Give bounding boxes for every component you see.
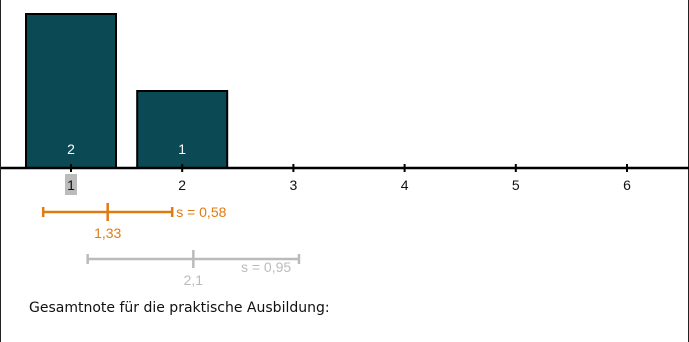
x-tick-label-1: 1 xyxy=(67,177,75,193)
sd-label: s = 0,58 xyxy=(176,204,226,220)
x-tick-label-2: 2 xyxy=(178,177,186,193)
stat-indicator-1: 1,33 s = 0,58 xyxy=(41,203,227,241)
sd-label: s = 0,95 xyxy=(241,259,291,275)
bar-value-label-2: 1 xyxy=(178,141,186,157)
bar-2 xyxy=(136,90,229,169)
x-tick-label-3: 3 xyxy=(290,177,298,193)
x-tick-label-5: 5 xyxy=(512,177,520,193)
x-tick-label-4: 4 xyxy=(401,177,409,193)
stat-indicator-2: 2,1 s = 0,95 xyxy=(86,250,301,288)
bar-value-label-1: 2 xyxy=(67,141,75,157)
x-tick-label-6: 6 xyxy=(623,177,631,193)
mean-label: 2,1 xyxy=(184,272,204,288)
mean-label: 1,33 xyxy=(94,225,121,241)
section-caption: Gesamtnote für die praktische Ausbildung… xyxy=(29,300,330,316)
bar-1 xyxy=(25,13,117,169)
highlight-box-1 xyxy=(65,174,77,195)
